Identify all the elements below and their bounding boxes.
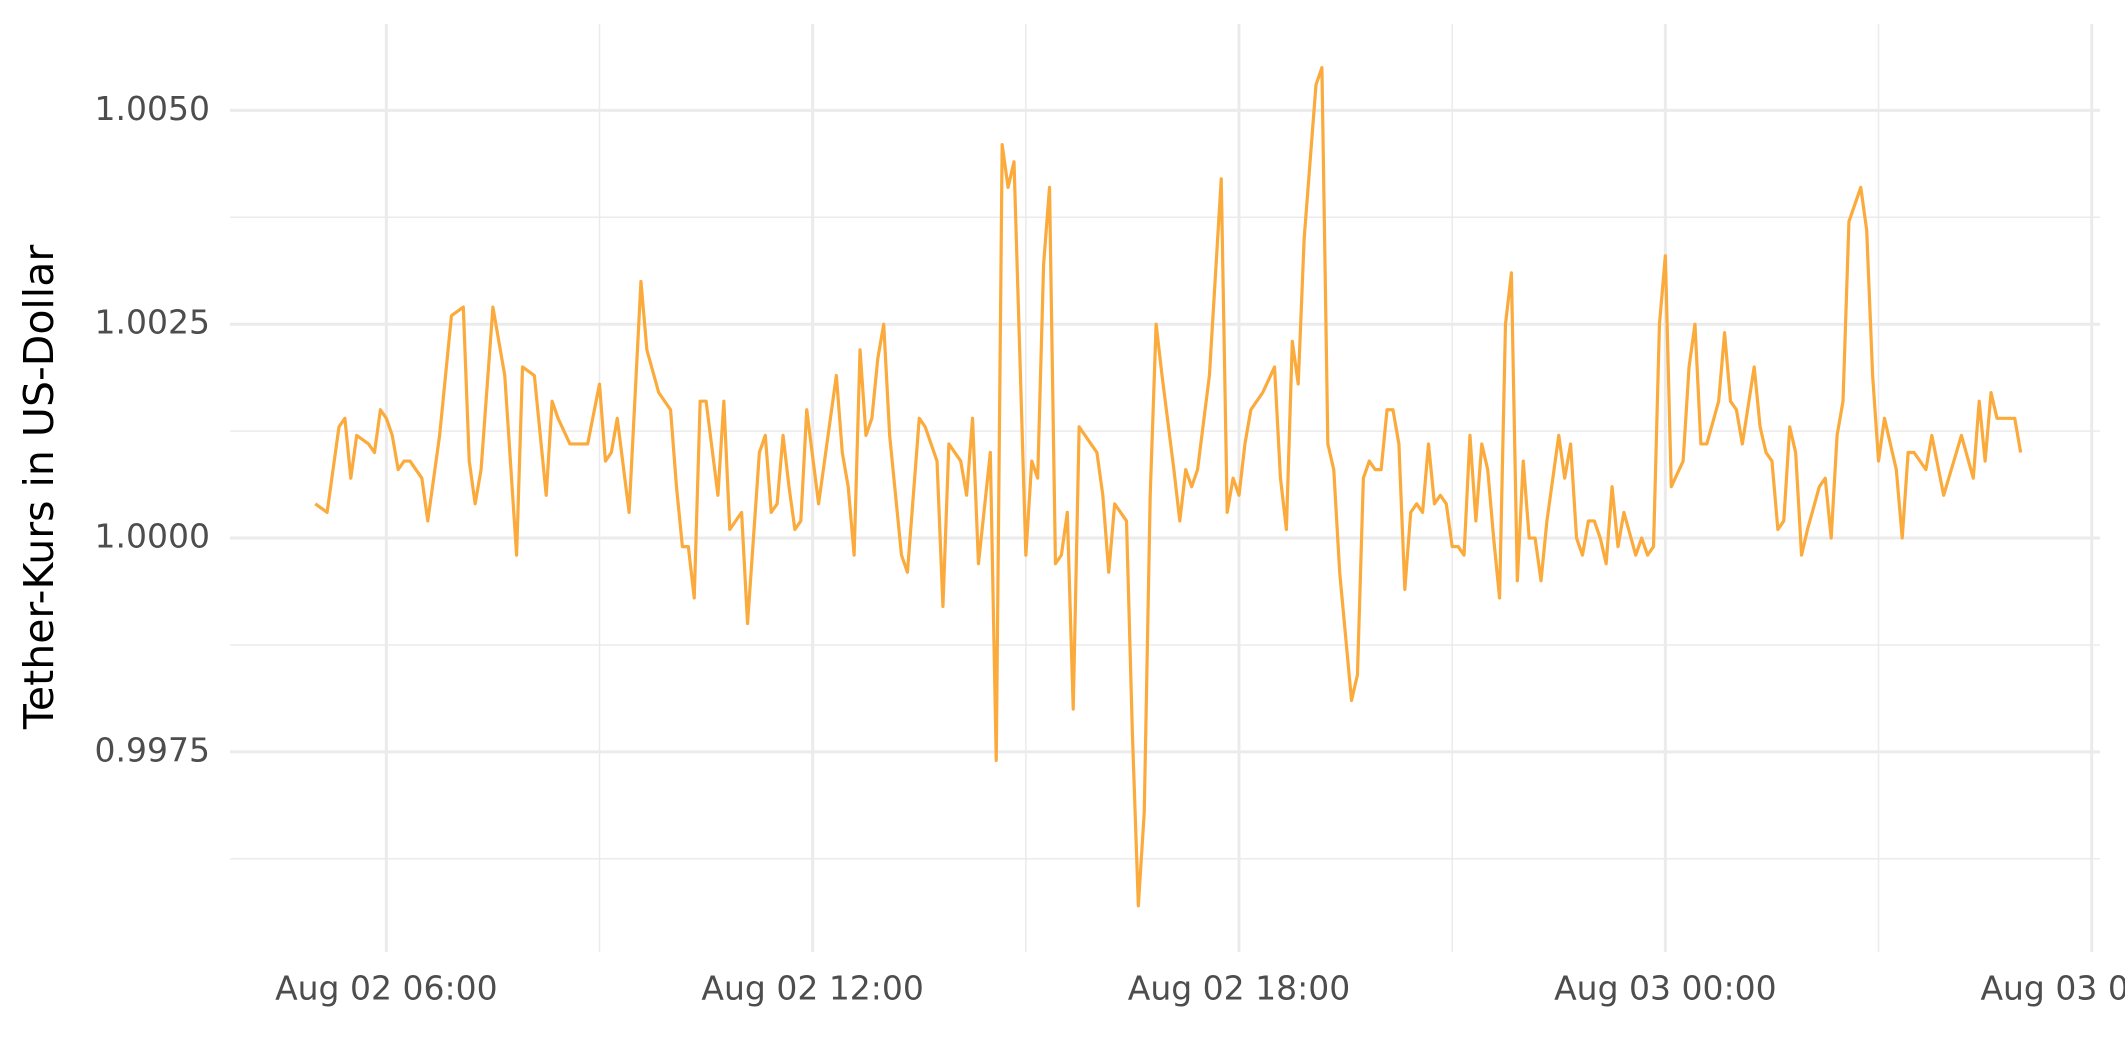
- x-tick-label: Aug 03 00:00: [1554, 969, 1777, 1008]
- y-tick-label: 1.0025: [95, 303, 210, 342]
- x-tick-label: Aug 02 06:00: [275, 969, 498, 1008]
- x-tick-label: Aug 02 18:00: [1128, 969, 1351, 1008]
- data-line: [314, 66, 2023, 908]
- x-tick-label: Aug 03 06:00: [1980, 969, 2125, 1008]
- y-axis-title: Tether-Kurs in US-Dollar: [15, 245, 63, 730]
- x-tick-label: Aug 02 12:00: [701, 969, 924, 1008]
- y-tick-label: 1.0050: [95, 89, 210, 128]
- y-tick-label: 0.9975: [95, 730, 210, 769]
- y-tick-label: 1.0000: [95, 517, 210, 556]
